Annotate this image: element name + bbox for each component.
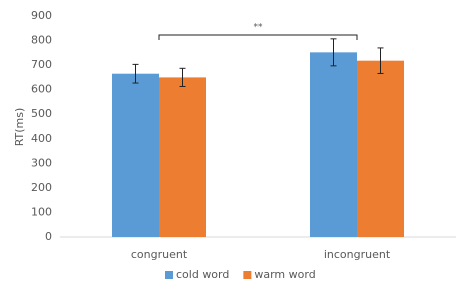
- y-tick-label: 600: [31, 83, 52, 96]
- bar: [357, 60, 404, 237]
- error-bar: [132, 63, 139, 84]
- bar: [310, 52, 357, 237]
- y-axis-label: RT(ms): [13, 108, 26, 147]
- y-tick-label: 800: [31, 34, 52, 47]
- error-bar: [330, 38, 337, 67]
- y-tick-label: 200: [31, 181, 52, 194]
- error-bar: [179, 67, 186, 87]
- legend-swatch: [165, 271, 173, 279]
- error-bar: [377, 47, 384, 74]
- y-tick-label: 100: [31, 205, 52, 218]
- legend-label: warm word: [254, 268, 315, 281]
- bar: [159, 77, 206, 237]
- y-tick-label: 300: [31, 156, 52, 169]
- y-tick-label: 700: [31, 58, 52, 71]
- significance-bracket: [158, 34, 358, 40]
- y-tick-label: 900: [31, 9, 52, 22]
- x-tick-label: incongruent: [324, 248, 391, 261]
- legend-label: cold word: [176, 268, 229, 281]
- legend-swatch: [243, 271, 252, 279]
- bar: [112, 73, 159, 237]
- y-tick-label: 400: [31, 132, 52, 145]
- y-tick-label: 0: [45, 230, 52, 243]
- annotation: **: [254, 23, 264, 33]
- x-tick-label: congruent: [131, 248, 188, 261]
- y-tick-label: 500: [31, 107, 52, 120]
